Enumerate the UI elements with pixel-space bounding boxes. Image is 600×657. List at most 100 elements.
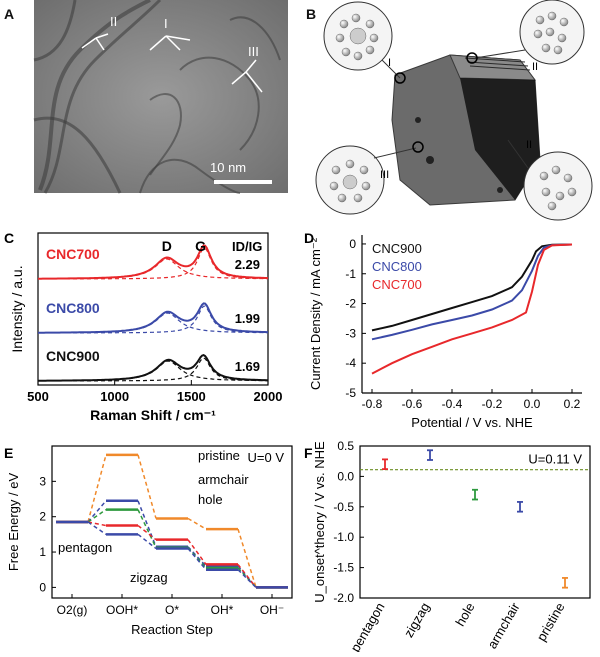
molecule-ii-bottom: II — [507, 139, 593, 221]
y-axis-label: Free Energy / eV — [6, 473, 21, 572]
panel-d: D -0.8 -0.6 -0.4 -0.2 0.0 0.2 0 -1 -2 -3 -4 -5 Potent… — [300, 225, 600, 440]
connector-hole — [187, 547, 207, 569]
y-tick-label: -2.0 — [333, 591, 354, 605]
ratio-value-CNC700: 2.29 — [235, 257, 260, 272]
x-axis-label: Potential / V vs. NHE — [411, 415, 533, 430]
y-tick-label: -5 — [345, 386, 356, 400]
curve-CNC800 — [371, 243, 573, 341]
plot-frame — [37, 232, 269, 386]
plot-frame — [359, 445, 591, 599]
x-tick-label: O* — [165, 603, 179, 617]
y-tick-label: -4 — [345, 356, 356, 370]
series-label-pristine: pristine — [198, 448, 240, 463]
x-tick-label: pentagon — [347, 600, 387, 652]
molecule-ii-top: II — [466, 0, 585, 73]
y-tick-label: 3 — [39, 474, 46, 488]
y-tick-label: -0.5 — [333, 500, 354, 514]
connector-armchair — [87, 500, 107, 523]
panel-label: D — [304, 230, 314, 246]
panel-a-label: A — [4, 6, 15, 22]
legend-CNC700: CNC700 — [372, 277, 422, 292]
connector-zigzag — [87, 521, 107, 535]
molecule-i: I — [323, 1, 406, 84]
scale-bar-label: 10 nm — [210, 160, 246, 175]
ratio-value-CNC900: 1.69 — [235, 359, 260, 374]
mol-label-ii-top: II — [532, 61, 538, 73]
molecule-iii: III — [315, 141, 424, 215]
x-tick-label: 500 — [27, 389, 49, 404]
connector-pentagon — [237, 563, 257, 588]
panel-b-label: B — [306, 6, 317, 22]
x-tick-label: -0.4 — [442, 397, 463, 411]
y-axis-label: Current Density / mA cm⁻² — [308, 237, 323, 390]
y-tick-label: 0.0 — [337, 469, 354, 483]
series-label-CNC800: CNC800 — [46, 300, 100, 316]
x-tick-label: -0.8 — [362, 397, 383, 411]
y-tick-label: -1.5 — [333, 561, 354, 575]
spectrum-CNC900 — [38, 354, 268, 382]
x-tick-label: -0.2 — [482, 397, 503, 411]
panel-b: B I — [300, 0, 600, 225]
panel-f: F 0.5 0.0 -0.5 -1.0 -1.5 -2.0 U=0.11 V pentagon z… — [300, 439, 600, 654]
connector-pristine — [237, 528, 257, 588]
connector-pristine — [187, 517, 207, 530]
y-tick-label: -2 — [345, 297, 356, 311]
legend-CNC900: CNC900 — [372, 241, 422, 256]
x-tick-label: hole — [452, 600, 477, 629]
series-label-zigzag: zigzag — [130, 570, 168, 585]
x-axis-label: Reaction Step — [131, 622, 213, 637]
ratio-header: ID/IG — [232, 239, 262, 254]
x-tick-label: O2(g) — [57, 603, 88, 617]
x-tick-label: 0.0 — [524, 397, 541, 411]
legend-CNC800: CNC800 — [372, 259, 422, 274]
panel-c: C 500 1000 1500 2000 Raman Shift / cm⁻¹ Intens… — [0, 225, 300, 440]
raman-chart: C 500 1000 1500 2000 Raman Shift / cm⁻¹ Intens… — [4, 230, 282, 423]
peak-label-g: G — [195, 238, 206, 254]
peak-label-d: D — [162, 238, 172, 254]
connector-hole — [137, 509, 157, 549]
panel-label: E — [4, 445, 13, 461]
mol-label-i: I — [388, 57, 391, 69]
series-label-hole: hole — [198, 492, 223, 507]
y-tick-label: 2 — [39, 510, 46, 524]
cnc-schematic: I II II — [315, 0, 593, 221]
x-tick-label: pristine — [534, 600, 568, 644]
x-tick-label: 1000 — [100, 389, 129, 404]
connector-armchair — [187, 546, 207, 567]
curve-CNC700 — [371, 243, 573, 375]
x-axis-label: Raman Shift / cm⁻¹ — [90, 407, 216, 423]
x-tick-label: OH⁻ — [260, 603, 284, 617]
y-tick-label: 1 — [39, 545, 46, 559]
mol-label-ii-bottom: II — [526, 139, 532, 151]
x-tick-label: OOH* — [106, 603, 138, 617]
connector-pentagon — [187, 539, 207, 565]
panel-a: A — [0, 0, 300, 210]
ratio-value-CNC800: 1.99 — [235, 311, 260, 326]
x-tick-label: armchair — [484, 599, 523, 651]
connector-pristine — [87, 454, 107, 523]
connector-zigzag — [187, 548, 207, 571]
onset-chart: F 0.5 0.0 -0.5 -1.0 -1.5 -2.0 U=0.11 V pentagon z… — [304, 439, 591, 654]
mol-label-iii: III — [380, 169, 389, 181]
y-tick-label: 0 — [39, 580, 46, 594]
condition-label: U=0 V — [248, 450, 285, 465]
x-tick-label: 1500 — [177, 389, 206, 404]
tem-image: II I III 10 nm — [33, 0, 288, 194]
series-label-armchair: armchair — [198, 472, 249, 487]
x-tick-label: OH* — [211, 603, 234, 617]
panel-e: E 0 1 2 3 O2(g) OOH* O* OH* OH⁻ Reaction Step Free … — [0, 440, 300, 652]
reference-label: U=0.11 V — [528, 452, 582, 467]
spectrum-CNC700 — [38, 244, 269, 280]
connector-armchair — [137, 500, 157, 548]
free-energy-chart: E 0 1 2 3 O2(g) OOH* O* OH* OH⁻ Reaction Step Free … — [4, 445, 293, 637]
y-tick-label: -1.0 — [333, 530, 354, 544]
connector-zigzag — [137, 533, 157, 550]
y-axis-label: U_onset^theory / V vs. NHE — [312, 441, 327, 603]
x-tick-label: -0.6 — [402, 397, 423, 411]
connector-pentagon — [87, 521, 107, 527]
tem-label-i: I — [164, 16, 168, 31]
connector-hole — [87, 509, 107, 523]
series-label-CNC900: CNC900 — [46, 348, 100, 364]
panel-label: F — [304, 445, 313, 461]
x-tick-label: zigzag — [401, 600, 433, 640]
